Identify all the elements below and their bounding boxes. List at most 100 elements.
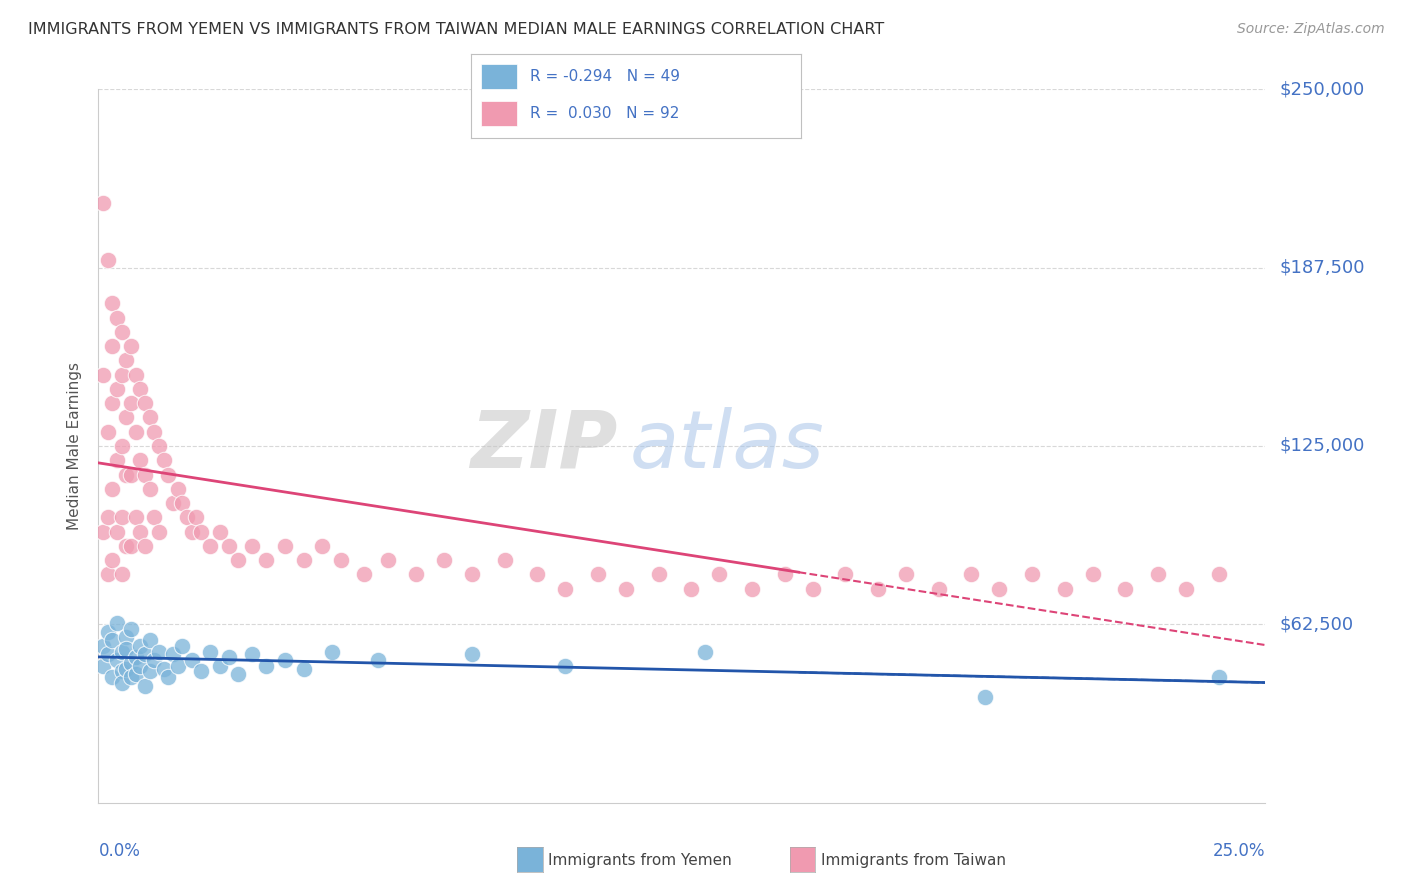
Point (801, 582, 824, 596)
Point (647, 567, 669, 582)
Point (166, 482, 188, 496)
Point (200, 539, 222, 553)
Point (208, 524, 231, 539)
Point (111, 368, 134, 382)
Point (1021, 567, 1043, 582)
Point (773, 567, 796, 582)
Point (176, 510, 198, 524)
Point (218, 650, 240, 665)
Point (101, 482, 124, 496)
Point (1114, 582, 1136, 596)
Point (554, 658, 576, 673)
Point (139, 482, 162, 496)
Point (91, 196, 114, 211)
Point (134, 648, 156, 662)
Y-axis label: Median Male Earnings: Median Male Earnings (67, 362, 83, 530)
Point (681, 582, 703, 596)
Point (129, 382, 152, 396)
Point (152, 453, 174, 467)
Point (120, 396, 142, 410)
Point (433, 553, 456, 567)
Point (115, 539, 138, 553)
Point (120, 539, 142, 553)
Point (353, 567, 375, 582)
Point (148, 524, 170, 539)
Point (97, 253, 120, 268)
Point (586, 567, 609, 582)
Text: Source: ZipAtlas.com: Source: ZipAtlas.com (1237, 22, 1385, 37)
Point (101, 396, 124, 410)
Point (125, 650, 148, 665)
Point (91, 639, 114, 653)
Point (120, 656, 142, 670)
Point (129, 658, 152, 673)
Point (91, 658, 114, 673)
Text: R = -0.294   N = 49: R = -0.294 N = 49 (530, 69, 681, 84)
Point (166, 658, 188, 673)
Point (330, 553, 353, 567)
Point (960, 567, 983, 582)
Point (311, 539, 333, 553)
Point (125, 510, 148, 524)
Bar (481, 101, 517, 127)
Point (190, 524, 212, 539)
Point (101, 296, 124, 310)
Point (143, 510, 166, 524)
Point (228, 667, 250, 681)
Point (274, 653, 297, 667)
Point (1081, 567, 1104, 582)
Point (162, 648, 184, 662)
Point (218, 539, 240, 553)
Point (120, 467, 142, 482)
Point (115, 467, 138, 482)
Text: R =  0.030   N = 92: R = 0.030 N = 92 (530, 106, 681, 121)
Point (321, 644, 343, 658)
Point (148, 644, 170, 658)
Point (101, 339, 124, 353)
Text: 25.0%: 25.0% (1213, 842, 1265, 860)
Point (120, 339, 142, 353)
Point (162, 496, 184, 510)
Point (120, 670, 142, 684)
Point (139, 665, 162, 679)
Text: $62,500: $62,500 (1279, 615, 1354, 633)
Point (834, 567, 856, 582)
Point (101, 670, 124, 684)
Point (242, 648, 264, 662)
Text: 0.0%: 0.0% (98, 842, 141, 860)
Point (242, 539, 264, 553)
Point (274, 539, 297, 553)
Point (97, 567, 120, 582)
Point (292, 662, 315, 676)
Point (139, 410, 162, 425)
Text: IMMIGRANTS FROM YEMEN VS IMMIGRANTS FROM TAIWAN MEDIAN MALE EARNINGS CORRELATION: IMMIGRANTS FROM YEMEN VS IMMIGRANTS FROM… (28, 22, 884, 37)
Point (894, 567, 917, 582)
Text: $250,000: $250,000 (1279, 80, 1365, 98)
Point (928, 582, 950, 596)
Point (614, 582, 637, 596)
Point (111, 567, 134, 582)
Point (134, 396, 156, 410)
Point (91, 524, 114, 539)
Point (1147, 567, 1170, 582)
Point (180, 653, 202, 667)
Point (101, 633, 124, 648)
Text: atlas: atlas (630, 407, 824, 485)
Point (228, 553, 250, 567)
Point (125, 368, 148, 382)
Point (741, 582, 763, 596)
Point (143, 653, 166, 667)
Point (1175, 582, 1198, 596)
Point (105, 382, 128, 396)
Point (494, 553, 516, 567)
Text: Immigrants from Taiwan: Immigrants from Taiwan (821, 854, 1007, 868)
Point (190, 665, 212, 679)
Point (974, 690, 997, 705)
Point (172, 496, 194, 510)
Point (139, 633, 162, 648)
Point (866, 582, 889, 596)
Point (1208, 670, 1230, 684)
Point (208, 658, 231, 673)
Point (97, 624, 120, 639)
Point (115, 630, 138, 644)
